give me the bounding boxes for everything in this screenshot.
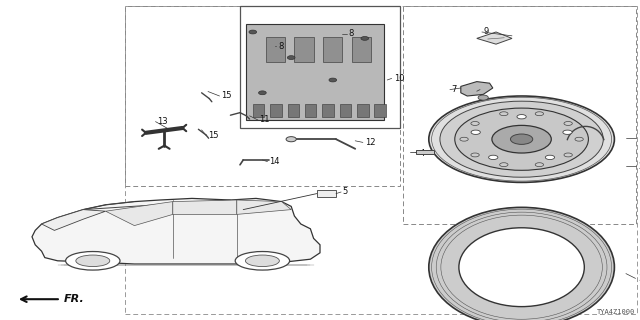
Text: 8: 8 [349, 29, 354, 38]
Text: FR.: FR. [64, 294, 84, 304]
Text: 15: 15 [221, 92, 231, 100]
Circle shape [286, 137, 296, 142]
Text: 13: 13 [157, 117, 168, 126]
Ellipse shape [535, 163, 543, 167]
Text: 6: 6 [586, 141, 591, 150]
Ellipse shape [471, 130, 481, 134]
Ellipse shape [575, 137, 583, 141]
Text: 10: 10 [394, 74, 404, 83]
Polygon shape [294, 37, 314, 62]
Ellipse shape [471, 122, 479, 125]
Polygon shape [340, 104, 351, 117]
Text: 14: 14 [269, 157, 279, 166]
Ellipse shape [76, 255, 110, 267]
Ellipse shape [460, 137, 468, 141]
Circle shape [259, 91, 266, 95]
Polygon shape [305, 104, 316, 117]
Text: 1: 1 [638, 133, 640, 142]
Ellipse shape [564, 153, 572, 157]
Ellipse shape [500, 163, 508, 167]
Ellipse shape [500, 112, 508, 116]
Polygon shape [374, 104, 386, 117]
Ellipse shape [65, 252, 120, 270]
Polygon shape [287, 104, 299, 117]
Polygon shape [266, 37, 285, 62]
Ellipse shape [564, 122, 572, 125]
Text: 5: 5 [342, 188, 348, 196]
Polygon shape [106, 202, 173, 226]
Ellipse shape [236, 252, 289, 270]
Ellipse shape [563, 130, 572, 134]
Text: 9: 9 [483, 28, 488, 36]
Polygon shape [323, 104, 334, 117]
Text: 4: 4 [419, 149, 424, 158]
Text: 16: 16 [541, 104, 552, 113]
Ellipse shape [511, 134, 532, 144]
Circle shape [478, 95, 488, 100]
Ellipse shape [545, 155, 555, 160]
Polygon shape [323, 37, 342, 62]
Ellipse shape [488, 155, 498, 160]
Polygon shape [246, 24, 384, 120]
Polygon shape [352, 37, 371, 62]
Circle shape [287, 56, 295, 60]
Circle shape [329, 78, 337, 82]
Text: 11: 11 [259, 116, 269, 124]
Bar [416, 150, 434, 154]
Polygon shape [357, 104, 369, 117]
Polygon shape [32, 198, 320, 264]
Text: 2: 2 [638, 162, 640, 171]
Text: 8: 8 [278, 42, 284, 51]
Text: TYA4Z1000: TYA4Z1000 [597, 309, 636, 315]
Ellipse shape [429, 207, 614, 320]
Polygon shape [173, 200, 237, 214]
Ellipse shape [455, 108, 588, 170]
Text: 15: 15 [208, 132, 218, 140]
Ellipse shape [517, 115, 526, 119]
Ellipse shape [459, 228, 584, 307]
Polygon shape [237, 200, 291, 214]
Polygon shape [270, 104, 282, 117]
Text: 3: 3 [638, 274, 640, 283]
Ellipse shape [440, 101, 604, 177]
Text: 12: 12 [365, 138, 375, 147]
Polygon shape [317, 190, 336, 197]
Ellipse shape [535, 112, 543, 116]
Polygon shape [253, 104, 264, 117]
Ellipse shape [429, 96, 614, 182]
Circle shape [249, 30, 257, 34]
Ellipse shape [471, 153, 479, 157]
Polygon shape [42, 210, 106, 230]
Ellipse shape [245, 255, 279, 267]
Polygon shape [461, 82, 493, 96]
Ellipse shape [492, 125, 551, 153]
Circle shape [361, 36, 369, 40]
Text: 7: 7 [451, 85, 456, 94]
Polygon shape [477, 32, 512, 44]
